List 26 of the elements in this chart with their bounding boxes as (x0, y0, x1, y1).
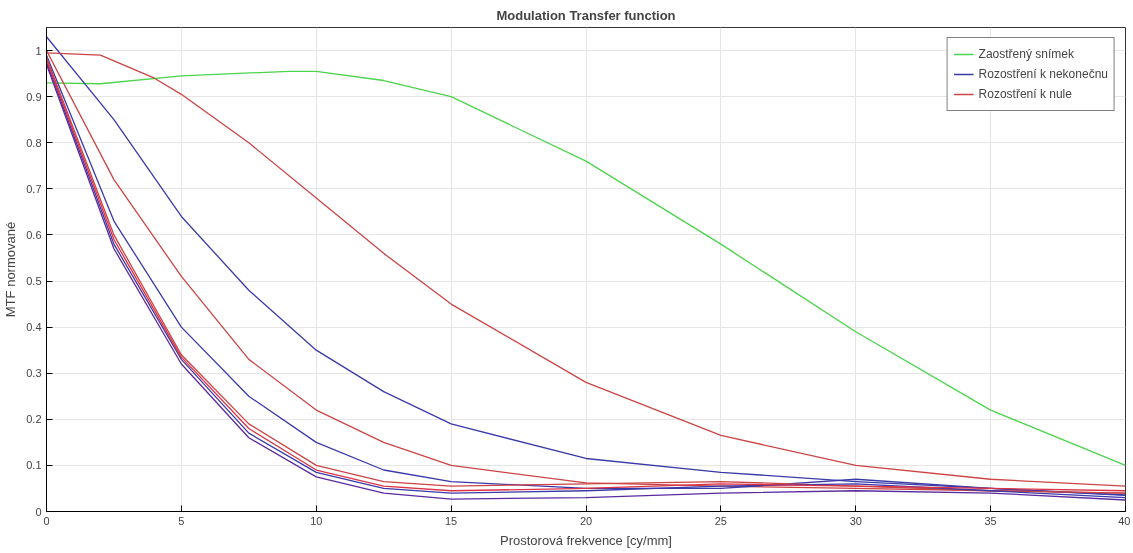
y-tick-label: 0.1 (26, 459, 42, 472)
x-tick-label: 15 (445, 514, 458, 527)
y-tick-label: 0.7 (26, 182, 42, 195)
x-tick-label: 5 (178, 514, 185, 527)
y-tick-label: 0.2 (26, 413, 42, 426)
y-tick-label: 0.5 (26, 275, 42, 288)
y-tick-label: 0.3 (26, 367, 42, 380)
x-tick-label: 20 (579, 514, 593, 527)
y-tick-label: 0.9 (26, 90, 42, 103)
y-tick-label: 0.6 (26, 228, 42, 241)
chart-title: Modulation Transfer function (496, 7, 676, 23)
x-tick-label: 35 (984, 514, 997, 527)
legend-label: Zaostřený snímek (978, 47, 1074, 61)
y-tick-label: 0.8 (26, 136, 42, 149)
legend-label: Rozostření k nule (978, 87, 1072, 101)
x-tick-label: 10 (310, 514, 323, 527)
x-axis-title: Prostorová frekvence [cy/mm] (500, 532, 672, 548)
y-tick-label: 0 (35, 505, 42, 518)
x-tick-label: 0 (43, 514, 50, 527)
y-axis-title: MTF normované (3, 221, 19, 318)
legend-label: Rozostření k nekonečnu (978, 67, 1108, 81)
y-tick-label: 1 (35, 44, 42, 57)
x-tick-label: 30 (849, 514, 862, 527)
x-tick-label: 25 (714, 514, 728, 527)
y-tick-label: 0.4 (26, 321, 42, 334)
x-tick-label: 40 (1118, 514, 1131, 527)
